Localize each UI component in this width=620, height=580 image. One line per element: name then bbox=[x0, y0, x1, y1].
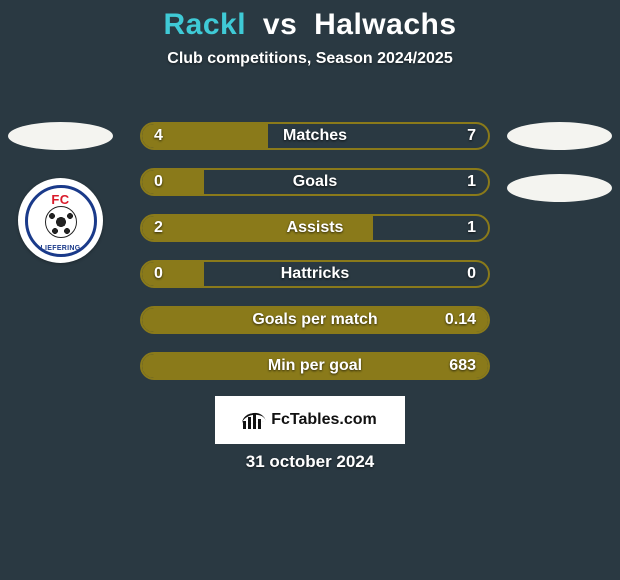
stat-value-right: 1 bbox=[467, 170, 476, 194]
vs-text: vs bbox=[263, 8, 297, 41]
date-text: 31 october 2024 bbox=[0, 452, 620, 472]
player2-avatar-placeholder-2 bbox=[507, 174, 612, 202]
stat-value-right: 1 bbox=[467, 216, 476, 240]
brand-text: FcTables.com bbox=[271, 411, 377, 429]
stat-row: 2Assists1 bbox=[140, 214, 490, 242]
player1-name: Rackl bbox=[163, 8, 246, 41]
player1-avatar-placeholder bbox=[8, 122, 113, 150]
player2-name: Halwachs bbox=[314, 8, 456, 41]
club-badge-inner: FC LIEFERING bbox=[25, 185, 97, 257]
stat-label: Matches bbox=[142, 124, 488, 148]
stat-row: Min per goal683 bbox=[140, 352, 490, 380]
stat-label: Goals bbox=[142, 170, 488, 194]
club-badge: FC LIEFERING bbox=[18, 178, 103, 263]
stat-label: Goals per match bbox=[142, 308, 488, 332]
stat-value-right: 0 bbox=[467, 262, 476, 286]
soccer-ball-icon bbox=[45, 206, 77, 238]
stat-row: Goals per match0.14 bbox=[140, 306, 490, 334]
subtitle: Club competitions, Season 2024/2025 bbox=[0, 50, 620, 68]
player2-avatar-placeholder-1 bbox=[507, 122, 612, 150]
club-badge-bottom-text: LIEFERING bbox=[28, 245, 94, 252]
stat-label: Hattricks bbox=[142, 262, 488, 286]
comparison-title: Rackl vs Halwachs bbox=[0, 0, 620, 42]
stat-row: 0Hattricks0 bbox=[140, 260, 490, 288]
chart-icon bbox=[243, 411, 265, 429]
stat-label: Min per goal bbox=[142, 354, 488, 378]
stat-row: 4Matches7 bbox=[140, 122, 490, 150]
club-badge-top-text: FC bbox=[28, 192, 94, 207]
stat-label: Assists bbox=[142, 216, 488, 240]
brand-badge: FcTables.com bbox=[215, 396, 405, 444]
stat-bars: 4Matches70Goals12Assists10Hattricks0Goal… bbox=[140, 122, 490, 398]
stat-value-right: 0.14 bbox=[445, 308, 476, 332]
stat-value-right: 7 bbox=[467, 124, 476, 148]
stat-value-right: 683 bbox=[449, 354, 476, 378]
stat-row: 0Goals1 bbox=[140, 168, 490, 196]
